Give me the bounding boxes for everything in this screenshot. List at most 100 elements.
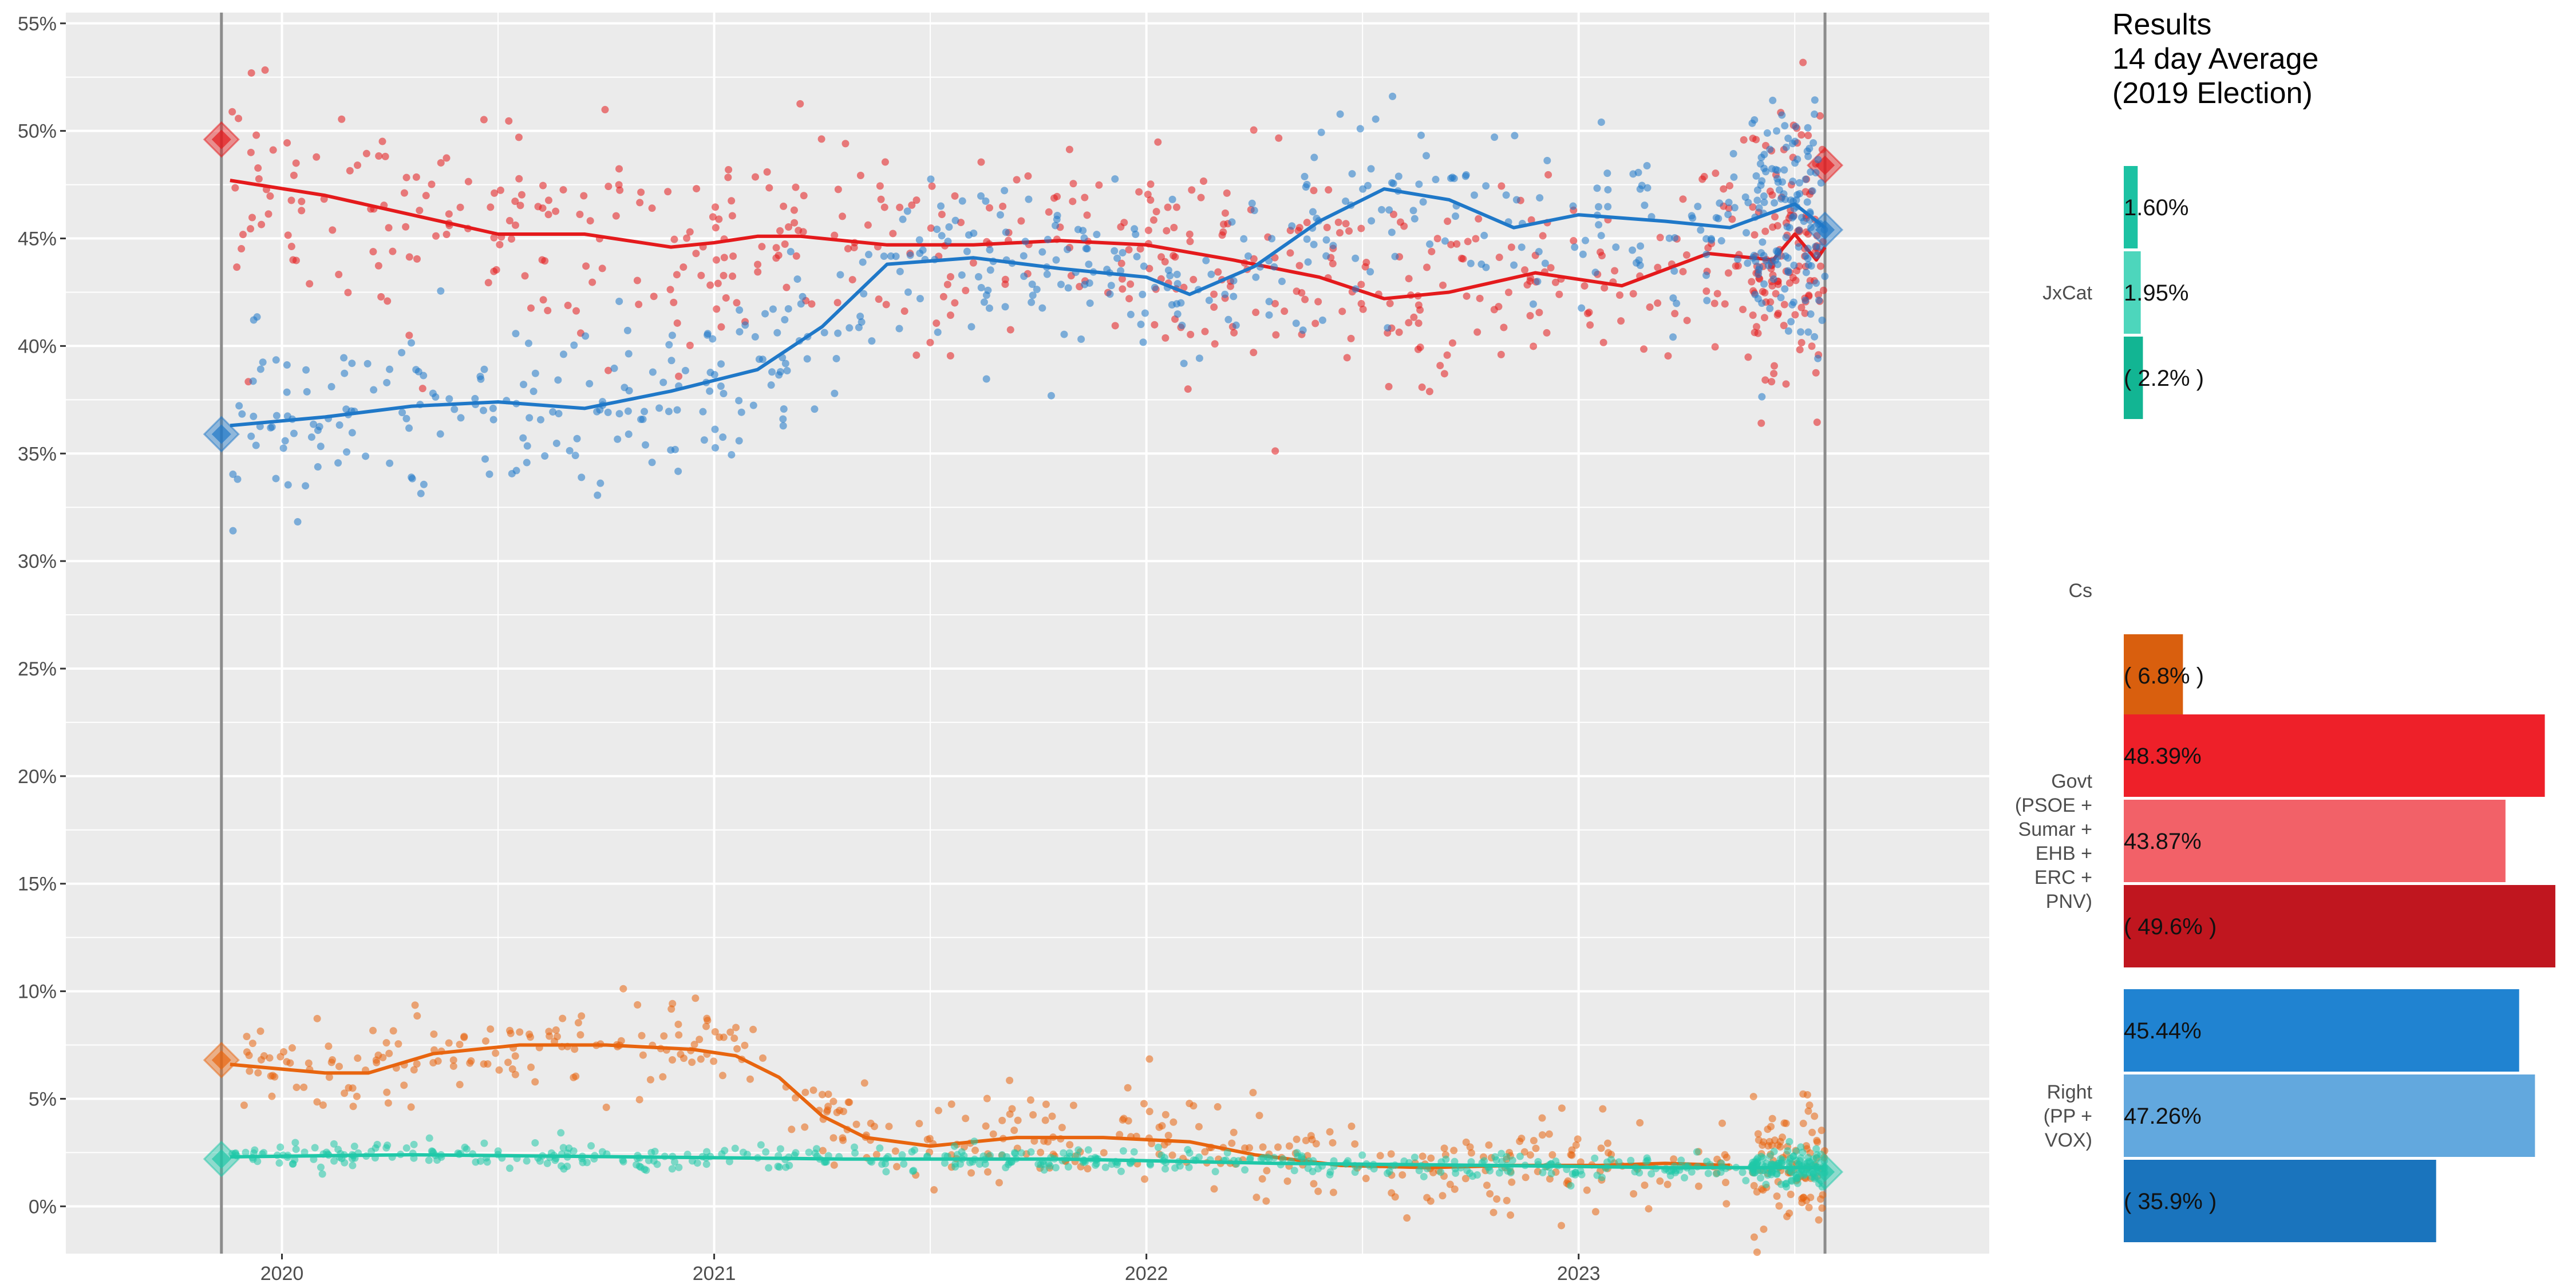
poll-point [1717,1159,1725,1167]
poll-point [1303,219,1311,227]
poll-point [1769,96,1777,104]
poll-point [1364,181,1372,189]
poll-point [655,404,663,412]
poll-point [583,1159,591,1167]
poll-point [856,313,864,321]
poll-point [531,1078,539,1086]
poll-point [1532,1144,1540,1152]
poll-point [449,1062,457,1070]
poll-point [749,401,757,409]
poll-point [1345,227,1353,235]
poll-point [1771,199,1779,207]
result-bar [2124,714,2545,797]
poll-point [947,1100,955,1108]
poll-point [1816,1195,1824,1203]
poll-point [1311,319,1319,327]
poll-point [1351,1140,1359,1148]
poll-point [1716,199,1724,207]
x-tick-label: 2022 [1125,1263,1168,1285]
poll-point [1510,261,1518,269]
poll-point [381,152,389,160]
poll-point [1210,303,1218,311]
poll-point [1084,1146,1092,1154]
poll-point [1593,184,1601,192]
poll-point [576,1031,584,1039]
poll-point [1594,203,1602,211]
poll-point [239,231,247,239]
poll-point [926,338,934,346]
poll-point [817,135,825,143]
poll-point [1498,1157,1506,1165]
poll-point [741,1041,749,1049]
poll-point [717,323,725,331]
poll-point [1801,175,1809,183]
poll-point [781,315,789,323]
poll-point [544,196,552,204]
poll-point [298,207,306,215]
poll-point [276,1143,285,1151]
poll-point [1507,243,1515,251]
poll-point [1535,248,1543,256]
poll-point [1317,128,1325,136]
poll-point [1583,1186,1591,1194]
poll-point [1106,290,1114,298]
poll-point [1386,299,1394,307]
poll-point [1472,235,1480,243]
poll-point [728,212,736,220]
poll-point [235,114,243,123]
poll-point [665,408,673,416]
poll-point [1497,350,1505,358]
poll-point [1389,180,1397,188]
poll-point [876,1144,884,1152]
poll-point [1599,338,1607,346]
poll-point [412,173,420,181]
poll-point [1772,247,1780,255]
poll-point [1415,180,1423,188]
poll-point [1411,1153,1419,1161]
poll-point [314,463,322,471]
poll-point [1160,1141,1168,1149]
poll-point [1418,383,1426,391]
poll-point [1258,1175,1266,1183]
poll-point [1750,1182,1758,1190]
poll-point [741,321,749,329]
poll-point [1020,272,1028,280]
poll-point [378,137,386,145]
poll-point [1634,168,1642,176]
poll-point [823,1108,831,1116]
poll-point [783,367,791,375]
poll-series [203,92,1844,535]
poll-point [1053,211,1061,219]
poll-point [824,1091,832,1099]
poll-point [709,213,717,221]
poll-point [1457,254,1465,262]
poll-point [1681,1174,1689,1182]
poll-point [668,331,676,339]
poll-point [998,1151,1006,1159]
poll-point [1759,287,1767,295]
poll-point [1779,178,1787,186]
y-tick-label: 0% [29,1196,57,1218]
poll-point [1782,143,1790,151]
poll-point [1604,185,1612,193]
poll-point [346,167,354,175]
poll-point [839,1107,847,1115]
result-bar [2124,251,2141,334]
poll-point [1694,1182,1702,1190]
poll-point [790,206,798,214]
poll-point [1145,1108,1153,1116]
poll-point [1722,1200,1730,1208]
poll-point [1811,96,1819,104]
poll-point [398,409,406,417]
poll-point [1117,1167,1125,1175]
poll-point [485,470,493,478]
poll-point [254,164,262,172]
poll-point [635,1096,643,1104]
poll-point [445,1039,453,1047]
poll-point [1322,236,1330,244]
poll-point [258,220,266,228]
poll-point [1111,322,1119,330]
poll-point [1211,340,1219,348]
poll-point [1812,369,1820,377]
poll-point [596,406,604,414]
